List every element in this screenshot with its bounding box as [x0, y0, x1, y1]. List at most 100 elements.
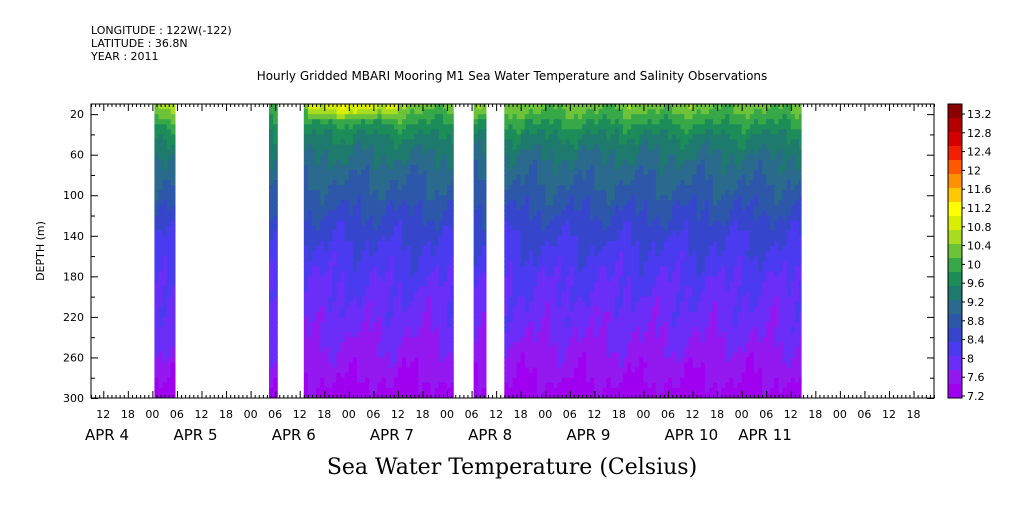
- heatmap-cell: [577, 276, 583, 283]
- heatmap-cell: [369, 104, 374, 110]
- heatmap-cell: [473, 352, 479, 359]
- heatmap-cell: [541, 119, 546, 125]
- heatmap-cell: [520, 169, 526, 176]
- heatmap-cell: [627, 266, 632, 272]
- heatmap-cell: [618, 169, 624, 176]
- heatmap-cell: [273, 215, 278, 222]
- heatmap-cell: [402, 210, 407, 217]
- heatmap-cell: [532, 185, 538, 191]
- heatmap-cell: [332, 195, 338, 201]
- heatmap-cell: [477, 321, 483, 328]
- heatmap-cell: [166, 159, 172, 166]
- heatmap-cell: [422, 281, 428, 288]
- heatmap-cell: [361, 109, 366, 115]
- heatmap-cell: [451, 114, 454, 120]
- heatmap-cell: [651, 286, 657, 293]
- heatmap-cell: [418, 342, 424, 348]
- heatmap-cell: [414, 256, 419, 262]
- heatmap-cell: [273, 367, 278, 374]
- heatmap-cell: [614, 119, 620, 125]
- heatmap-cell: [418, 372, 424, 379]
- heatmap-cell: [324, 261, 329, 267]
- heatmap-cell: [473, 139, 479, 146]
- heatmap-cell: [545, 332, 550, 338]
- heatmap-cell: [557, 342, 563, 348]
- heatmap-cell: [606, 230, 612, 237]
- heatmap-cell: [627, 261, 632, 267]
- heatmap-cell: [565, 367, 571, 374]
- heatmap-cell: [594, 362, 600, 369]
- heatmap-cell: [162, 387, 168, 394]
- heatmap-cell: [598, 104, 604, 110]
- heatmap-cell: [516, 119, 522, 125]
- heatmap-cell: [537, 230, 542, 237]
- heatmap-cell: [170, 210, 176, 217]
- heatmap-cell: [365, 281, 370, 288]
- heatmap-cell: [631, 195, 636, 201]
- heatmap-cell: [307, 372, 313, 379]
- heatmap-cell: [573, 169, 579, 176]
- heatmap-cell: [377, 185, 383, 191]
- heatmap-cell: [447, 382, 452, 389]
- heatmap-cell: [631, 362, 636, 369]
- heatmap-cell: [269, 352, 274, 359]
- heatmap-cell: [477, 195, 483, 201]
- heatmap-cell: [324, 327, 329, 333]
- heatmap-cell: [303, 129, 309, 136]
- heatmap-cell: [381, 291, 387, 298]
- heatmap-cell: [590, 235, 595, 242]
- heatmap-cell: [545, 114, 550, 120]
- heatmap-cell: [162, 316, 168, 323]
- heatmap-cell: [154, 139, 160, 146]
- heatmap-cell: [352, 139, 358, 146]
- heatmap-cell: [643, 149, 649, 156]
- heatmap-cell: [528, 276, 534, 283]
- heatmap-cell: [426, 134, 432, 141]
- heatmap-cell: [307, 256, 313, 262]
- heatmap-cell: [385, 352, 391, 359]
- heatmap-cell: [520, 235, 526, 242]
- heatmap-cell: [307, 134, 313, 141]
- heatmap-cell: [532, 306, 538, 313]
- heatmap-cell: [451, 119, 454, 125]
- heatmap-cell: [537, 235, 542, 242]
- heatmap-cell: [320, 109, 325, 115]
- heatmap-cell: [643, 245, 649, 252]
- heatmap-cell: [549, 367, 555, 374]
- heatmap-cell: [561, 124, 567, 130]
- heatmap-cell: [348, 306, 354, 313]
- heatmap-cell: [158, 154, 164, 161]
- heatmap-cell: [541, 174, 546, 181]
- heatmap-cell: [361, 352, 366, 359]
- heatmap-cell: [162, 306, 168, 313]
- heatmap-cell: [361, 129, 366, 136]
- heatmap-cell: [651, 291, 657, 298]
- heatmap-cell: [307, 362, 313, 369]
- heatmap-cell: [655, 342, 661, 348]
- heatmap-cell: [598, 164, 604, 171]
- heatmap-cell: [377, 332, 383, 338]
- heatmap-cell: [594, 352, 600, 359]
- heatmap-cell: [590, 256, 595, 262]
- heatmap-cell: [418, 251, 424, 257]
- heatmap-cell: [373, 240, 379, 247]
- heatmap-cell: [414, 291, 419, 298]
- heatmap-cell: [631, 377, 636, 384]
- heatmap-cell: [524, 306, 530, 313]
- heatmap-cell: [377, 261, 383, 267]
- heatmap-cell: [504, 301, 510, 308]
- heatmap-cell: [606, 337, 612, 343]
- heatmap-cell: [545, 311, 550, 318]
- heatmap-cell: [473, 276, 479, 283]
- heatmap-cell: [442, 352, 448, 359]
- heatmap-cell: [586, 377, 591, 384]
- heatmap-cell: [577, 301, 583, 308]
- heatmap-cell: [385, 220, 391, 227]
- heatmap-cell: [434, 134, 440, 141]
- heatmap-cell: [434, 154, 440, 161]
- heatmap-cell: [406, 195, 411, 201]
- heatmap-cell: [332, 327, 338, 333]
- heatmap-cell: [307, 149, 313, 156]
- heatmap-cell: [532, 215, 538, 222]
- heatmap-cell: [651, 154, 657, 161]
